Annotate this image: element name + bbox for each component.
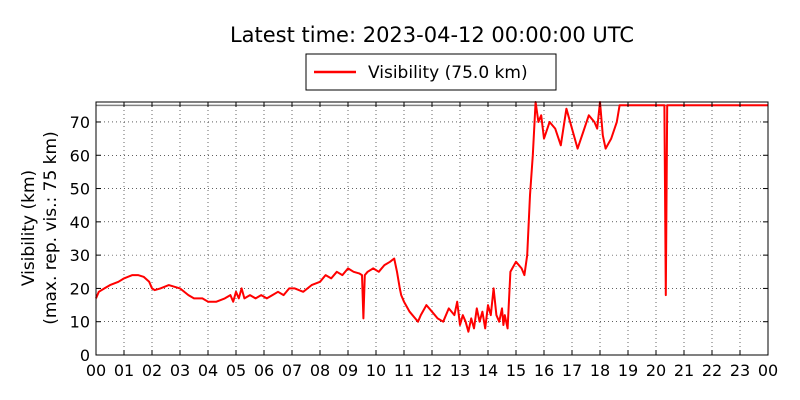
x-tick-label: 02 [142,361,162,380]
x-tick-label: 10 [366,361,386,380]
x-tick-label: 19 [618,361,638,380]
x-tick-label: 06 [254,361,274,380]
x-axis: 00 01 02 03 04 05 06 07 08 09 10 11 12 13 14 15 16 17 18 19… [86,102,778,380]
x-tick-label: 05 [226,361,246,380]
x-tick-label: 00 [86,361,106,380]
y-tick-label: 50 [70,180,90,199]
x-tick-label: 03 [170,361,190,380]
x-tick-label: 00 [758,361,778,380]
x-tick-label: 09 [338,361,358,380]
visibility-series-line [95,101,768,333]
y-axis: 0 10 20 30 40 50 60 70 [70,113,768,365]
y-tick-label: 0 [80,346,90,365]
x-tick-label: 21 [674,361,694,380]
y-tick-label: 60 [70,146,90,165]
grid [96,102,768,355]
x-tick-label: 14 [478,361,498,380]
x-tick-label: 23 [730,361,750,380]
x-tick-label: 08 [310,361,330,380]
x-tick-label: 11 [394,361,414,380]
x-tick-label: 07 [282,361,302,380]
x-tick-label: 01 [114,361,134,380]
legend-label: Visibility (75.0 km) [368,63,528,83]
y-tick-label: 20 [70,279,90,298]
y-tick-label: 10 [70,313,90,332]
x-tick-label: 20 [646,361,666,380]
chart-title: Latest time: 2023-04-12 00:00:00 UTC [230,23,634,47]
legend: Visibility (75.0 km) [305,53,557,91]
x-tick-label: 16 [534,361,554,380]
y-axis-label-line1: Visibility (km) [19,170,39,286]
y-tick-label: 70 [70,113,90,132]
x-tick-label: 15 [506,361,526,380]
y-axis-label-line2: (max. rep. vis.: 75 km) [41,131,61,324]
x-tick-label: 22 [702,361,722,380]
y-tick-label: 30 [70,246,90,265]
x-tick-label: 04 [198,361,218,380]
x-tick-label: 13 [450,361,470,380]
x-tick-label: 12 [422,361,442,380]
x-tick-label: 18 [590,361,610,380]
y-tick-label: 40 [70,213,90,232]
x-tick-label: 17 [562,361,582,380]
